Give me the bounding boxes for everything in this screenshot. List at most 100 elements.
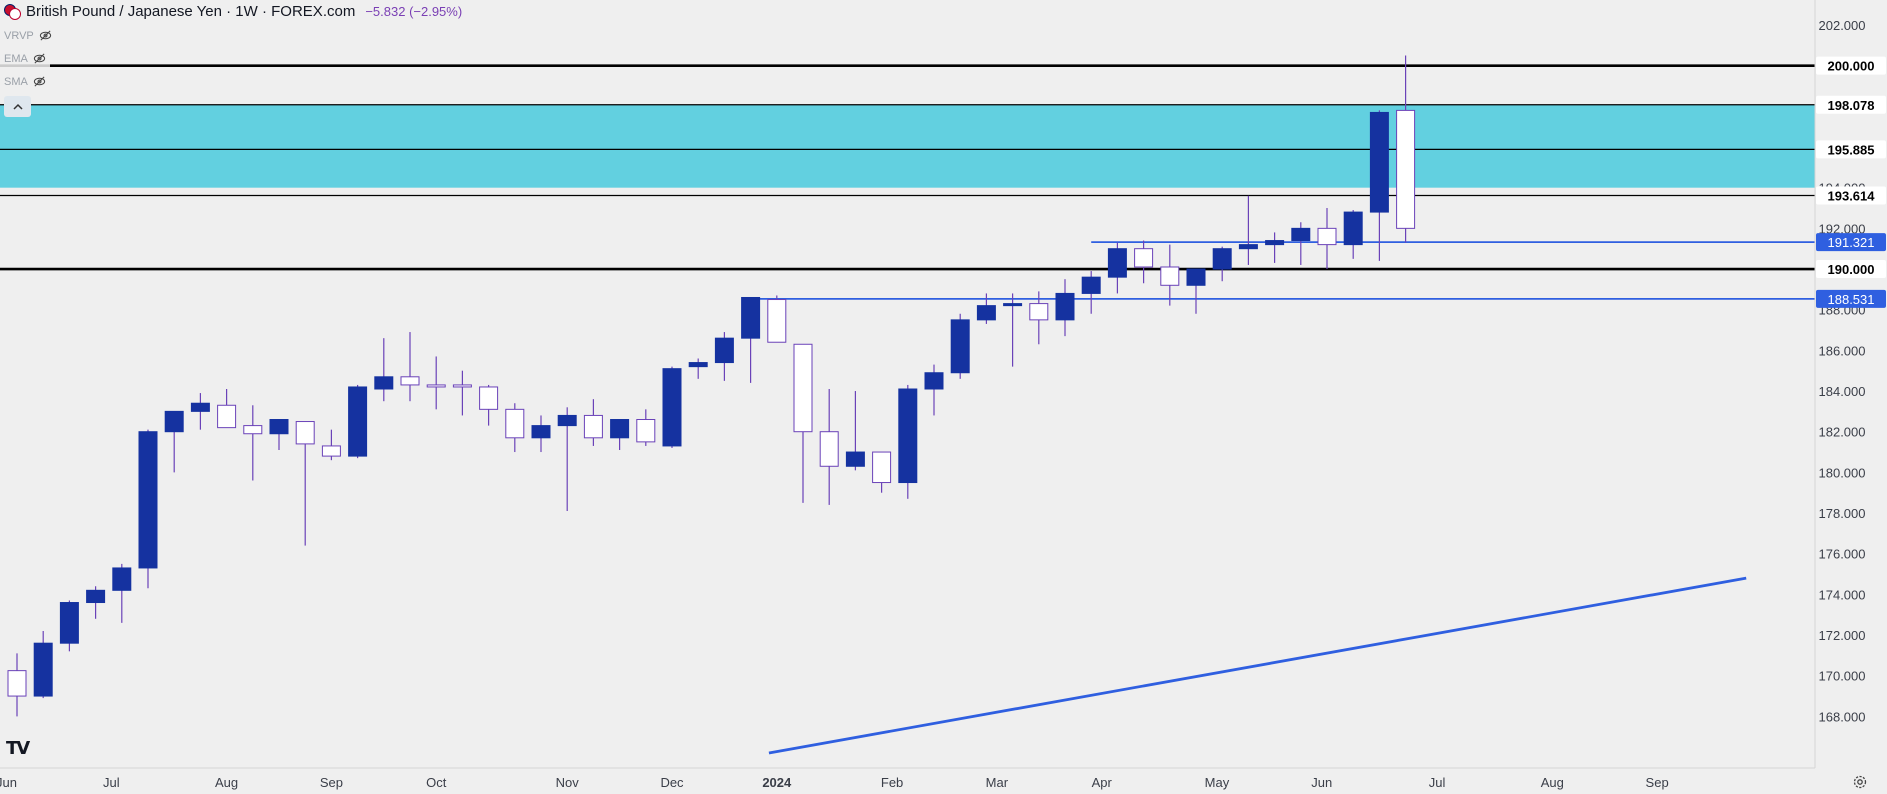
candle-bullish — [86, 589, 106, 604]
price-label-box — [1816, 289, 1886, 308]
y-tick-label: 168.000 — [1819, 709, 1866, 724]
candle-bearish — [7, 670, 27, 697]
y-tick-label: 186.000 — [1819, 343, 1866, 358]
candle-bullish — [112, 567, 132, 591]
candle-bearish — [1396, 109, 1416, 229]
candle-bullish — [1343, 211, 1363, 246]
x-tick-label: Sep — [1646, 775, 1669, 790]
x-tick-label: Jul — [103, 775, 120, 790]
indicator-vrvp[interactable]: VRVP — [0, 26, 56, 45]
candle-bearish — [793, 343, 813, 433]
price-level-label: 191.321 — [1828, 235, 1875, 250]
y-tick-label: 192.000 — [1819, 221, 1866, 236]
chart-legend: British Pound / Japanese Yen · 1W · FORE… — [0, 0, 462, 22]
y-tick-label: 172.000 — [1819, 628, 1866, 643]
indicator-label: VRVP — [4, 29, 34, 42]
gear-icon[interactable] — [1851, 773, 1869, 791]
candle-bullish — [138, 431, 158, 569]
indicator-sma[interactable]: SMA — [0, 72, 50, 91]
candle-bullish — [1081, 276, 1101, 294]
x-tick-label: Apr — [1092, 775, 1113, 790]
candle-bearish — [767, 299, 787, 343]
price-label-box — [1816, 95, 1886, 114]
eye-crossed-icon[interactable] — [33, 75, 46, 88]
x-tick-label: Aug — [215, 775, 238, 790]
candle-bullish — [1107, 248, 1127, 278]
x-tick-label: Jul — [1429, 775, 1446, 790]
candle-bearish — [479, 386, 499, 410]
y-tick-label: 174.000 — [1819, 587, 1866, 602]
resistance-zone — [0, 104, 1815, 188]
x-tick-label: Feb — [881, 775, 903, 790]
price-label-box — [1816, 56, 1886, 75]
candle-bullish — [269, 419, 289, 435]
x-tick-label: Jun — [1311, 775, 1332, 790]
price-change: −5.832 (−2.95%) — [365, 3, 463, 19]
price-level-label: 200.000 — [1828, 59, 1875, 74]
candle-bullish — [845, 451, 865, 467]
candle-bullish — [976, 305, 996, 321]
y-tick-label: 182.000 — [1819, 425, 1866, 440]
price-axis-panel — [1815, 0, 1887, 794]
candle-bullish — [164, 410, 184, 433]
trendline — [768, 576, 1747, 755]
candle-bullish — [374, 376, 394, 390]
candle-bearish — [1317, 227, 1337, 246]
candle-bearish — [583, 414, 603, 439]
candle-bearish — [321, 445, 341, 457]
y-tick-label: 184.000 — [1819, 384, 1866, 399]
eye-crossed-icon[interactable] — [33, 52, 46, 65]
chevron-up-icon — [12, 103, 23, 110]
candle-bullish — [531, 425, 551, 439]
candle-bullish — [898, 388, 918, 484]
x-tick-label: Aug — [1541, 775, 1564, 790]
candle-bullish — [557, 414, 577, 427]
candle-bullish — [1265, 240, 1285, 246]
candle-bullish — [1055, 292, 1075, 321]
indicator-label: EMA — [4, 52, 28, 65]
y-tick-label: 180.000 — [1819, 465, 1866, 480]
candle-bearish — [872, 451, 892, 484]
candle-bearish — [1160, 266, 1180, 286]
candle-bullish — [950, 319, 970, 374]
candle-bullish — [190, 402, 210, 412]
candle-bullish — [1186, 268, 1206, 286]
y-tick-label: 202.000 — [1819, 18, 1866, 33]
candle-bullish — [59, 602, 79, 644]
candle-bullish — [610, 419, 630, 439]
candle-bearish — [400, 376, 420, 386]
y-tick-label: 178.000 — [1819, 506, 1866, 521]
indicator-ema[interactable]: EMA — [0, 49, 50, 68]
candle-bearish — [819, 431, 839, 467]
candle-bearish — [636, 419, 656, 443]
candle-bearish — [1029, 303, 1049, 321]
candle-bearish — [505, 408, 525, 439]
candle-bullish — [1212, 248, 1232, 270]
x-tick-label: Nov — [556, 775, 580, 790]
x-tick-label: 2024 — [762, 775, 792, 790]
x-tick-label: May — [1205, 775, 1230, 790]
candle-bullish — [1369, 111, 1389, 213]
x-tick-label: Jun — [0, 775, 17, 790]
tradingview-logo-icon[interactable]: TV — [6, 738, 30, 759]
collapse-indicators-button[interactable] — [4, 96, 31, 117]
y-tick-label: 170.000 — [1819, 669, 1866, 684]
symbol-title[interactable]: British Pound / Japanese Yen · 1W · FORE… — [26, 2, 356, 20]
candle-bullish — [348, 386, 368, 457]
price-label-box — [1816, 140, 1886, 159]
x-tick-label: Sep — [320, 775, 343, 790]
currency-pair-flags-icon — [4, 3, 21, 20]
candle-bullish — [741, 296, 761, 339]
candle-bearish — [452, 384, 472, 388]
candle-bearish — [295, 421, 315, 445]
x-tick-label: Oct — [426, 775, 447, 790]
price-label-box — [1816, 233, 1886, 252]
candle-bearish — [217, 404, 237, 429]
price-label-box — [1816, 260, 1886, 279]
price-level-label: 195.885 — [1828, 142, 1875, 157]
candle-bearish — [426, 384, 446, 388]
candle-bullish — [714, 337, 734, 364]
candle-bearish — [1134, 248, 1154, 268]
eye-crossed-icon[interactable] — [39, 29, 52, 42]
